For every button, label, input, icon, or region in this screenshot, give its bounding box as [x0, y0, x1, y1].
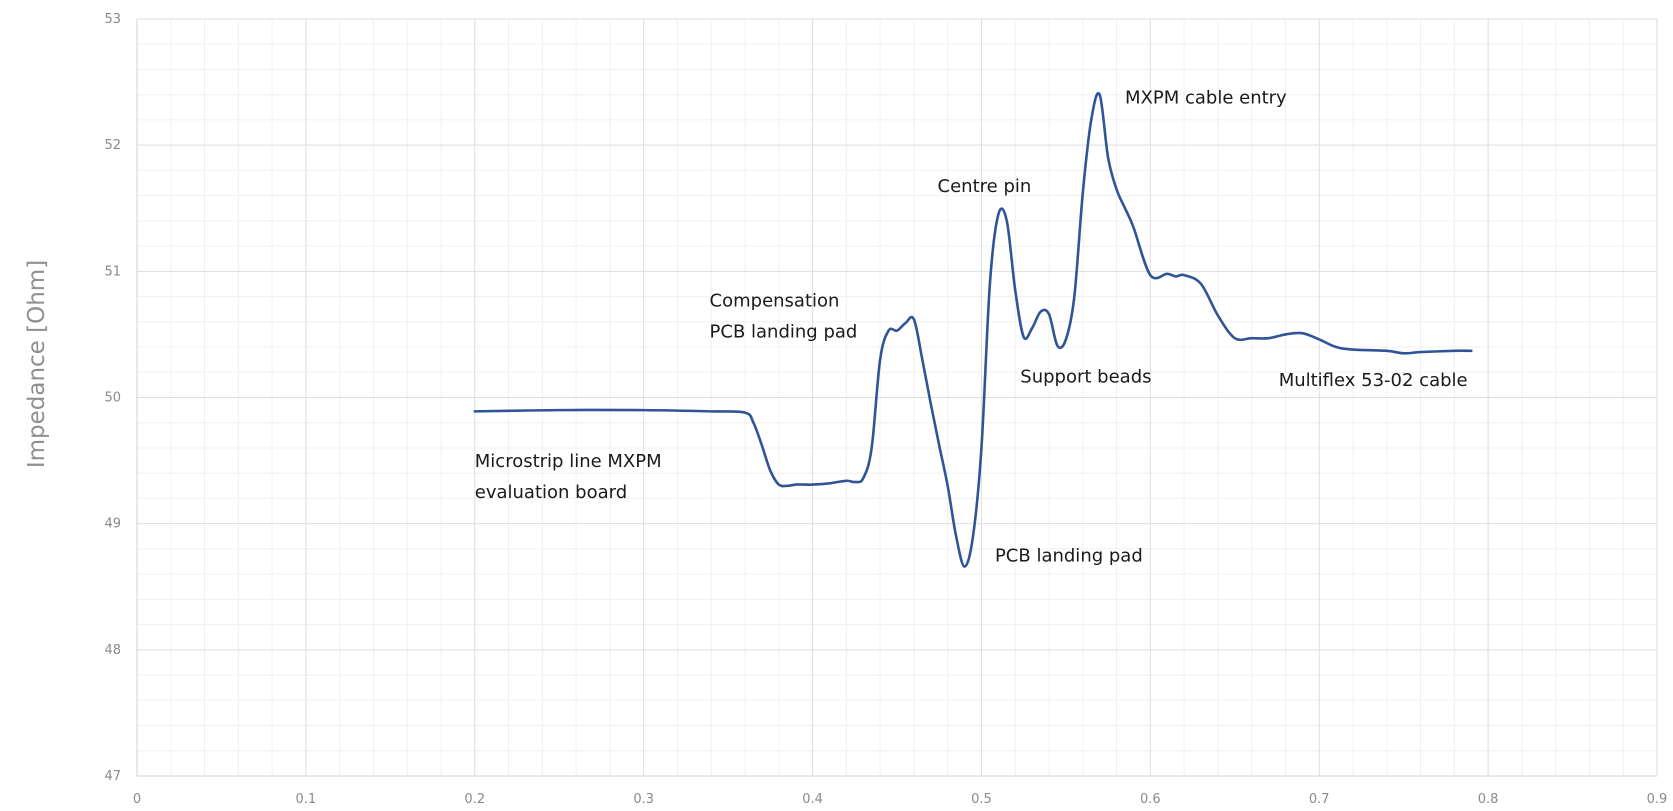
x-tick-label: 0.5: [971, 792, 992, 807]
annotation-label: PCB landing pad: [995, 546, 1143, 567]
annotation-label: evaluation board: [475, 482, 627, 503]
annotation-label: Support beads: [1020, 366, 1151, 387]
annotation-label: PCB landing pad: [710, 322, 858, 343]
annotation-label: Centre pin: [938, 176, 1032, 197]
x-tick-label: 0.1: [296, 792, 317, 807]
y-tick-label: 53: [104, 12, 121, 27]
y-axis-label: Impedance [Ohm]: [24, 260, 50, 468]
y-tick-label: 52: [104, 138, 121, 153]
annotation-label: Compensation: [710, 291, 840, 312]
chart-grid: [136, 18, 1658, 777]
y-tick-label: 51: [104, 264, 121, 279]
y-tick-label: 47: [104, 769, 121, 784]
y-tick-label: 49: [104, 517, 121, 532]
x-tick-label: 0.8: [1478, 792, 1499, 807]
y-tick-labels: 47 48 49 50 51 52 53: [104, 12, 121, 784]
y-tick-label: 48: [104, 643, 121, 658]
chart-annotations: Microstrip line MXPM evaluation board Comp…: [475, 88, 1468, 567]
chart-axes: [136, 19, 1657, 777]
x-tick-labels: 0 0.1 0.2 0.3 0.4 0.5 0.6 0.7 0.8 0.9: [133, 792, 1667, 807]
x-tick-label: 0.7: [1309, 792, 1330, 807]
annotation-label: Microstrip line MXPM: [475, 451, 662, 472]
x-tick-label: 0: [133, 792, 141, 807]
x-tick-label: 0.6: [1140, 792, 1161, 807]
x-tick-label: 0.9: [1647, 792, 1668, 807]
chart-series: [473, 91, 1473, 568]
x-tick-label: 0.4: [802, 792, 823, 807]
impedance-series-line: [473, 91, 1473, 568]
annotation-label: Multiflex 53-02 cable: [1279, 370, 1468, 391]
x-tick-label: 0.2: [464, 792, 485, 807]
annotation-label: MXPM cable entry: [1125, 88, 1287, 109]
y-tick-label: 50: [104, 391, 121, 406]
x-tick-label: 0.3: [633, 792, 654, 807]
